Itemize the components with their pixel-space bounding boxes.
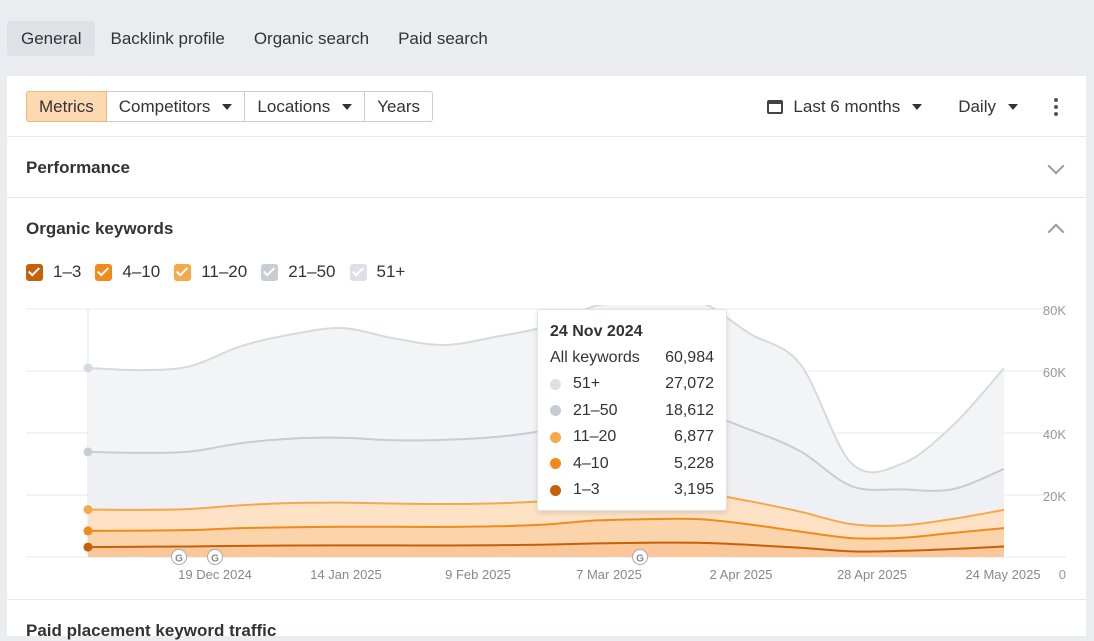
y-tick-label: 20K — [1043, 489, 1066, 504]
y-tick-label: 40K — [1043, 427, 1066, 442]
tooltip-row-label: 4–10 — [573, 454, 609, 472]
tooltip-row-value: 3,195 — [673, 481, 714, 498]
tab-general[interactable]: General — [7, 21, 96, 56]
divider — [7, 599, 1086, 600]
y-tick-label: 80K — [1043, 305, 1066, 318]
x-tick-label: 2 Apr 2025 — [710, 567, 773, 582]
tab-backlink-profile[interactable]: Backlink profile — [110, 29, 225, 48]
x-tick-label: 19 Dec 2024 — [178, 567, 252, 582]
chart-tooltip: 24 Nov 2024 All keywords 60,984 51+ 27,07… — [537, 309, 727, 511]
series-legend: 1–3 4–10 11–20 21–50 51+ — [26, 262, 419, 282]
series-line-1 — [87, 517, 1005, 540]
series-point — [83, 542, 93, 552]
tooltip-row-value: 6,877 — [673, 428, 714, 445]
tooltip-row-value: 18,612 — [665, 401, 714, 419]
locations-dropdown[interactable]: Locations — [245, 91, 366, 122]
checkbox-icon[interactable] — [174, 263, 192, 281]
series-dot-icon — [550, 484, 561, 496]
competitors-dropdown[interactable]: Competitors — [106, 91, 246, 122]
performance-title[interactable]: Performance — [26, 158, 130, 177]
google-update-label: G — [175, 554, 183, 565]
y-tick-label: 60K — [1043, 365, 1066, 380]
google-update-icon — [632, 549, 648, 565]
legend-label: 51+ — [376, 262, 406, 281]
tooltip-row: 11–20 6,877 — [550, 427, 714, 447]
tooltip-row-label: 11–20 — [573, 428, 617, 445]
legend-label: 21–50 — [288, 262, 336, 281]
divider — [7, 197, 1086, 198]
checkbox-icon[interactable] — [95, 263, 113, 281]
chevron-down-icon — [912, 103, 923, 110]
tooltip-total-row: All keywords 60,984 — [550, 349, 714, 366]
calendar-icon — [767, 99, 784, 114]
view-toolbar: Metrics Competitors Locations Years — [26, 91, 434, 122]
tooltip-row: 1–3 3,195 — [550, 480, 714, 500]
series-dot-icon — [550, 378, 561, 390]
checkbox-icon[interactable] — [26, 263, 43, 281]
tooltip-row-label: 21–50 — [573, 401, 618, 419]
overview-card: Metrics Competitors Locations Years Last… — [7, 76, 1086, 640]
legend-item[interactable]: 4–10 — [95, 262, 160, 282]
main-tabs: General Backlink profile Organic search Pai… — [7, 21, 503, 56]
x-tick-label: 9 Feb 2025 — [445, 567, 511, 582]
legend-label: 4–10 — [122, 262, 161, 281]
date-tools: Last 6 months Daily — [731, 91, 1058, 122]
tooltip-row-value: 27,072 — [665, 375, 714, 392]
tooltip-row-label: 1–3 — [573, 481, 600, 498]
x-tick-label: 24 May 2025 — [965, 567, 1040, 582]
series-dot-icon — [550, 458, 561, 469]
google-update-label: G — [211, 554, 219, 565]
y-tick-label: 0 — [1059, 567, 1066, 582]
divider — [7, 136, 1086, 137]
x-tick-label: 14 Jan 2025 — [310, 567, 382, 582]
legend-item[interactable]: 1–3 — [26, 262, 81, 282]
metrics-button[interactable]: Metrics — [26, 91, 107, 122]
chevron-down-icon — [342, 103, 353, 110]
tab-organic-search[interactable]: Organic search — [253, 29, 370, 48]
google-update-icon — [171, 549, 187, 565]
legend-item[interactable]: 51+ — [349, 262, 406, 282]
checkbox-icon[interactable] — [261, 263, 279, 281]
chevron-down-icon[interactable] — [1047, 157, 1065, 175]
tooltip-row-value: 5,228 — [673, 454, 714, 472]
legend-label: 1–3 — [53, 262, 82, 281]
tooltip-row: 51+ 27,072 — [550, 374, 714, 394]
tooltip-date: 24 Nov 2024 — [550, 323, 643, 340]
series-dot-icon — [550, 405, 561, 416]
series-point — [83, 447, 93, 457]
more-options-icon[interactable] — [1054, 96, 1058, 117]
series-dot-icon — [550, 431, 561, 443]
legend-item[interactable]: 11–20 — [174, 262, 247, 282]
google-update-icon — [207, 549, 223, 565]
chevron-down-icon — [222, 103, 233, 110]
x-tick-label: 28 Apr 2025 — [837, 567, 907, 582]
tooltip-row: 4–10 5,228 — [550, 454, 714, 474]
series-point — [83, 363, 93, 373]
series-point — [83, 526, 93, 536]
tooltip-row-label: 51+ — [573, 375, 601, 392]
legend-item[interactable]: 21–50 — [261, 262, 336, 282]
series-line-0 — [87, 541, 1005, 553]
series-point — [83, 505, 93, 515]
checkbox-icon[interactable] — [349, 263, 367, 281]
tab-paid-search[interactable]: Paid search — [398, 29, 488, 48]
x-tick-label: 7 Mar 2025 — [576, 567, 642, 582]
organic-keywords-title[interactable]: Organic keywords — [26, 219, 174, 238]
date-range-dropdown[interactable]: Last 6 months — [767, 97, 923, 117]
google-update-label: G — [636, 554, 644, 565]
chevron-up-icon[interactable] — [1047, 223, 1065, 241]
chevron-down-icon — [1008, 103, 1018, 110]
tooltip-row: 21–50 18,612 — [550, 401, 714, 421]
granularity-dropdown[interactable]: Daily — [958, 97, 1018, 117]
years-button[interactable]: Years — [365, 91, 434, 122]
legend-label: 11–20 — [201, 262, 248, 281]
paid-keyword-traffic-title[interactable]: Paid placement keyword traffic — [26, 621, 277, 640]
